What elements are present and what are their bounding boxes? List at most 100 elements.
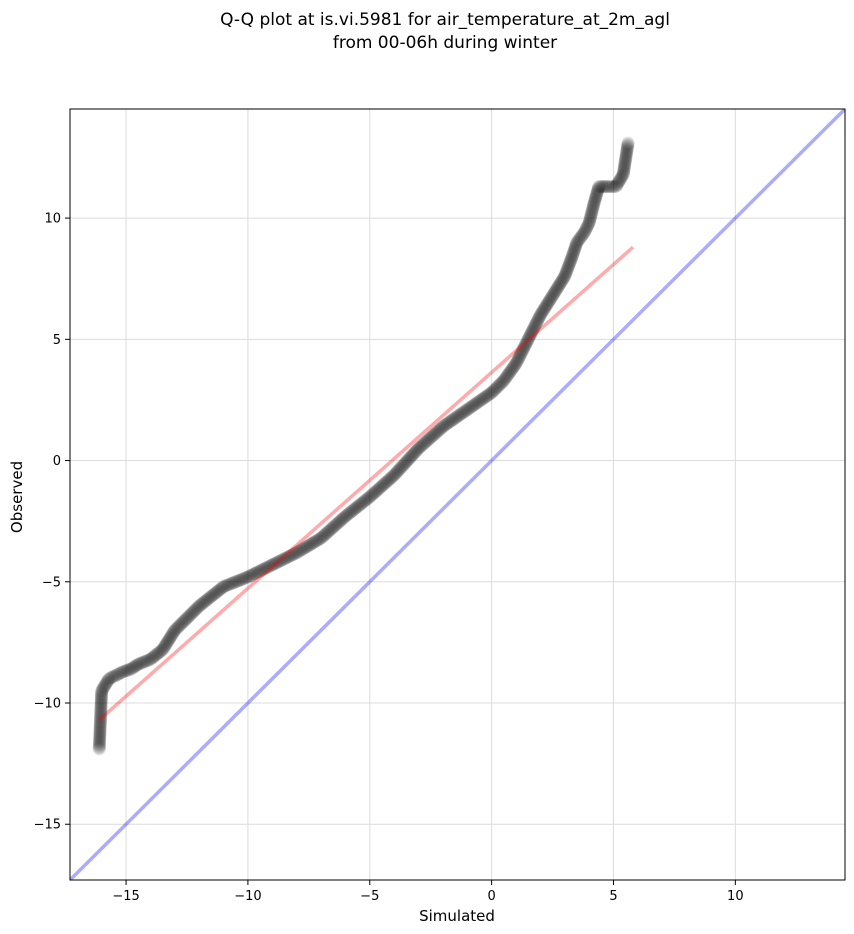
qq-point [285,548,299,562]
qq-point [327,520,341,534]
qq-point [565,251,579,265]
qq-point [150,648,164,662]
qq-point [167,624,181,638]
qq-point [539,299,553,313]
qq-point [506,361,520,375]
qq-point [413,440,427,454]
qq-point [338,509,352,523]
qq-point [483,387,497,401]
qq-point [440,417,454,431]
qq-point [421,433,435,447]
qq-point [266,557,280,571]
qq-point [294,543,308,557]
qq-point [433,422,447,436]
qq-point [169,622,183,636]
qq-point [550,281,564,295]
x-tick-label: 10 [727,889,744,904]
qq-point [430,425,444,439]
qq-point [498,372,512,386]
qq-point [212,583,226,597]
qq-point [582,215,596,229]
qq-point [391,463,405,477]
qq-point [325,522,339,536]
qq-point [387,468,401,482]
qq-point [528,320,542,334]
qq-point [444,414,458,428]
qq-point [109,668,123,682]
qq-point [348,502,362,516]
qq-point [163,631,177,645]
qq-point [565,250,579,264]
qq-point [185,606,199,620]
qq-point [589,189,603,203]
qq-point [563,256,577,270]
qq-point [290,546,304,560]
y-tick-label: −5 [42,575,61,590]
qq-point [566,247,580,261]
qq-point [530,314,544,328]
qq-point [164,630,178,644]
qq-point [599,180,613,194]
qq-point [225,576,239,590]
qq-point [346,504,360,518]
qq-point [366,487,380,501]
x-tick-label: −15 [112,889,139,904]
qq-point [568,241,582,255]
qq-point [353,498,367,512]
qq-point [128,659,142,673]
qq-point [269,556,283,570]
qq-point [546,288,560,302]
qq-point [317,529,331,543]
qq-point [417,436,431,450]
qq-point [326,521,340,535]
qq-point [515,344,529,358]
qq-point [312,532,326,546]
qq-point [614,171,628,185]
qq-point [244,568,258,582]
qq-point [621,140,635,154]
qq-point [531,313,545,327]
qq-point [539,298,553,312]
qq-point [93,719,107,733]
qq-point [297,541,311,555]
qq-point [367,486,381,500]
qq-point [620,141,634,155]
qq-point [425,429,439,443]
qq-point [180,611,194,625]
qq-point [93,723,107,737]
qq-point [541,295,555,309]
qq-point [584,208,598,222]
qq-point [409,444,423,458]
qq-point [94,702,108,716]
qq-point [184,607,198,621]
qq-point [431,424,445,438]
qq-point [510,355,524,369]
qq-point [603,180,617,194]
qq-point [132,657,146,671]
qq-point [246,568,260,582]
qq-point [405,449,419,463]
qq-point [131,657,145,671]
qq-point [392,462,406,476]
qq-point [93,716,107,730]
qq-point [235,572,249,586]
qq-point [399,455,413,469]
qq-point [556,271,570,285]
qq-point [372,482,386,496]
regression-line [98,245,635,722]
qq-point [174,617,188,631]
qq-point [576,228,590,242]
qq-point [606,180,620,194]
qq-point [560,263,574,277]
qq-point [94,689,108,703]
qq-point [93,727,107,741]
qq-point [508,358,522,372]
qq-point [374,479,388,493]
qq-point [93,733,107,747]
qq-point [436,420,450,434]
qq-point [428,427,442,441]
qq-point [619,149,633,163]
qq-point [583,212,597,226]
qq-point [563,255,577,269]
